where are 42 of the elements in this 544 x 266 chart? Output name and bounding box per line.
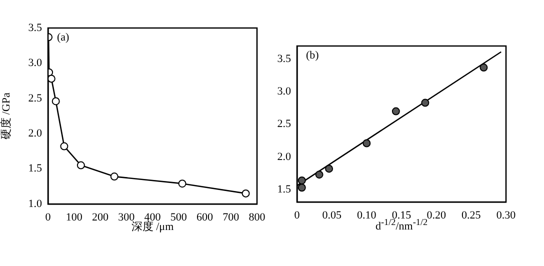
x-tick-label: 100 — [66, 211, 83, 224]
x-tick-label: 200 — [92, 211, 109, 224]
x-tick-label: 600 — [196, 211, 214, 224]
point — [392, 107, 400, 116]
point — [52, 97, 60, 106]
x-tick-label: 0.30 — [496, 209, 516, 222]
y-tick-label: 2.0 — [277, 150, 292, 163]
x-tick-label: 0.10 — [357, 209, 377, 222]
point — [242, 189, 250, 198]
point — [480, 64, 488, 72]
y-tick-label: 3.5 — [28, 22, 42, 34]
x-tick-label: 800 — [248, 211, 266, 224]
x-tick-label: 0.05 — [322, 209, 342, 222]
x-tick-label: 500 — [170, 211, 188, 224]
y-tick-label: 1.5 — [28, 162, 42, 175]
point — [421, 98, 430, 107]
annotation: (a) — [57, 31, 70, 44]
y-tick-label: 3.0 — [28, 57, 42, 70]
y-tick-label: 1.5 — [277, 183, 292, 196]
point — [362, 139, 371, 148]
point — [48, 74, 56, 83]
y-axis-title: 硬度 /GPa — [0, 92, 12, 140]
point — [76, 161, 85, 170]
y-tick-label: 2.0 — [28, 127, 42, 140]
x-tick-label: 0 — [294, 209, 300, 222]
x-tick-label: 0 — [45, 211, 52, 224]
point — [110, 172, 118, 181]
point — [315, 170, 324, 179]
point — [325, 164, 334, 173]
x-tick-label: 700 — [222, 211, 240, 224]
point — [298, 184, 306, 192]
annotation: (b) — [306, 49, 320, 62]
x-tick-label: 0.20 — [426, 209, 446, 222]
y-tick-label: 2.5 — [277, 118, 292, 130]
point — [298, 176, 306, 184]
y-tick-label: 2.5 — [28, 92, 42, 104]
point — [178, 180, 186, 188]
x-tick-label: 0.25 — [462, 209, 482, 222]
y-tick-label: 3.5 — [277, 52, 292, 65]
point — [60, 142, 68, 150]
y-tick-label: 1.0 — [28, 198, 42, 210]
y-tick-label: 3.0 — [277, 86, 292, 98]
